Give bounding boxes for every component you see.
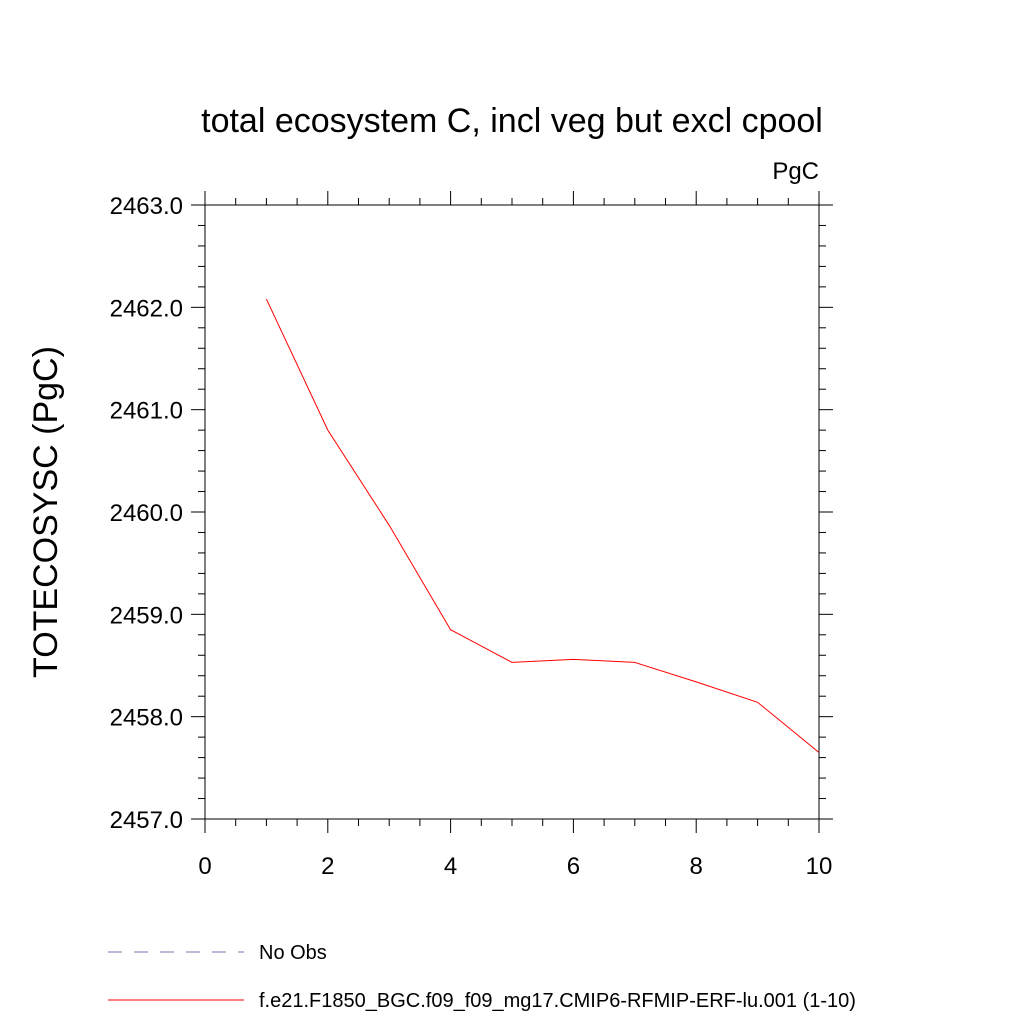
legend: No Obs f.e21.F1850_BGC.f09_f09_mg17.CMIP6… <box>108 942 856 1012</box>
x-tick-label: 2 <box>321 853 334 880</box>
x-tick-label: 0 <box>198 853 211 880</box>
series-line <box>265 298 820 753</box>
x-tick-label: 10 <box>806 853 833 880</box>
y-tick-label: 2463.0 <box>110 193 183 220</box>
units-label: PgC <box>772 158 819 185</box>
y-tick-label: 2462.0 <box>110 295 183 322</box>
x-tick-label: 4 <box>444 853 457 880</box>
x-tick-label: 8 <box>690 853 703 880</box>
y-tick-label: 2459.0 <box>110 602 183 629</box>
plot-frame <box>204 204 820 820</box>
legend-label: No Obs <box>259 942 327 964</box>
y-tick-label: 2458.0 <box>110 705 183 732</box>
series-layer <box>265 298 820 753</box>
x-tick-label: 6 <box>567 853 580 880</box>
y-tick-label: 2460.0 <box>110 500 183 527</box>
y-tick-label: 2457.0 <box>110 807 183 834</box>
tick-labels: 0 2 4 6 8 10 2457.0 2458.0 2459.0 2460.0 2461.0 246… <box>110 193 833 880</box>
y-axis-title: TOTECOSYSC (PgC) <box>27 346 65 678</box>
legend-label: f.e21.F1850_BGC.f09_f09_mg17.CMIP6-RFMIP… <box>259 990 856 1012</box>
y-tick-label: 2461.0 <box>110 398 183 425</box>
axis-ticks <box>191 191 833 833</box>
chart-title: total ecosystem C, incl veg but excl cpo… <box>201 102 823 140</box>
